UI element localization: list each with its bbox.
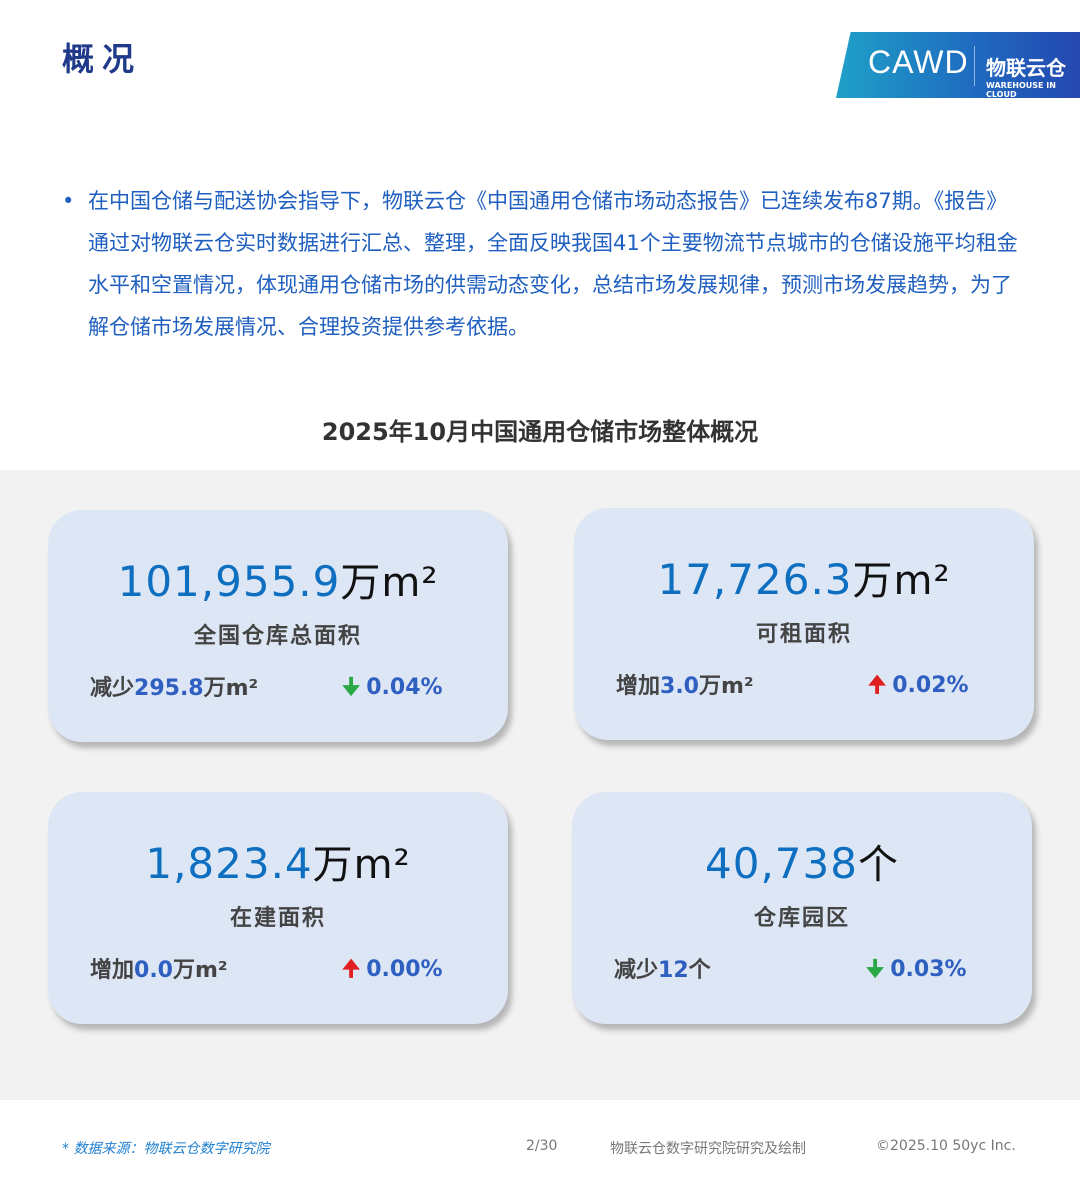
change-value: 12 [658, 958, 689, 983]
stat-number: 101,955.9 [117, 557, 341, 606]
bullet-icon: • [62, 189, 75, 213]
change-word: 减少 [614, 958, 659, 983]
logo: CAWD 物联云仓 WAREHOUSE IN CLOUD [836, 32, 1080, 98]
stat-unit: 个 [857, 842, 899, 888]
stat-unit: 万m² [312, 842, 411, 888]
stat-change: 增加0.0万m² [90, 952, 228, 984]
stat-percent: 🠋 0.03% [866, 952, 967, 990]
arrow-down-icon: 🠋 [342, 675, 361, 700]
change-unit: 万m² [173, 958, 228, 983]
change-word: 增加 [90, 958, 135, 983]
stat-number: 17,726.3 [657, 555, 853, 604]
logo-brand: 物联云仓 [986, 56, 1066, 80]
stat-unit: 万m² [340, 560, 439, 606]
stat-card: 40,738个 仓库园区 减少12个 🠋 0.03% [572, 792, 1032, 1024]
stat-label: 在建面积 [229, 906, 326, 931]
stat-percent: 🠋 0.04% [342, 670, 443, 708]
page-number: 2/30 [526, 1138, 558, 1154]
arrow-up-icon: 🠉 [342, 957, 361, 982]
stat-percent: 🠉 0.00% [342, 952, 443, 990]
percent-value: 0.03% [890, 957, 967, 982]
logo-divider [974, 46, 975, 86]
stat-unit: 万m² [852, 558, 951, 604]
change-word: 减少 [90, 676, 135, 701]
stat-value: 101,955.9万m² [48, 550, 508, 608]
stat-label: 可租面积 [755, 622, 852, 647]
stat-percent: 🠉 0.02% [868, 668, 969, 706]
arrow-down-icon: 🠋 [866, 957, 885, 982]
stat-change: 减少12个 [614, 952, 711, 984]
intro-text: 在中国仓储与配送协会指导下，物联云仓《中国通用仓储市场动态报告》已连续发布87期… [88, 189, 1018, 339]
stat-label: 仓库园区 [753, 906, 850, 931]
stat-number: 40,738 [705, 839, 858, 888]
stat-label: 全国仓库总面积 [193, 624, 362, 649]
stat-value: 40,738个 [572, 832, 1032, 890]
copyright: ©2025.10 50yc Inc. [876, 1138, 1016, 1154]
stat-card: 1,823.4万m² 在建面积 增加0.0万m² 🠉 0.00% [48, 792, 508, 1024]
change-unit: 万m² [699, 674, 754, 699]
intro-paragraph: • 在中国仓储与配送协会指导下，物联云仓《中国通用仓储市场动态报告》已连续发布8… [62, 180, 1022, 348]
stat-value: 17,726.3万m² [574, 548, 1034, 606]
logo-brand-en: WAREHOUSE IN CLOUD [986, 81, 1056, 99]
data-source: * 数据来源：物联云仓数字研究院 [62, 1141, 270, 1157]
change-value: 3.0 [660, 674, 699, 699]
stat-number: 1,823.4 [145, 839, 313, 888]
page-title: 概况 [62, 40, 143, 78]
section-title: 2025年10月中国通用仓储市场整体概况 [321, 418, 759, 446]
change-value: 295.8 [134, 676, 204, 701]
percent-value: 0.02% [892, 673, 969, 698]
credit: 物联云仓数字研究院研究及绘制 [610, 1141, 806, 1157]
arrow-up-icon: 🠉 [868, 673, 887, 698]
stat-card: 17,726.3万m² 可租面积 增加3.0万m² 🠉 0.02% [574, 508, 1034, 740]
change-value: 0.0 [134, 958, 173, 983]
stat-change: 减少295.8万m² [90, 670, 258, 702]
percent-value: 0.04% [366, 675, 443, 700]
stat-change: 增加3.0万m² [616, 668, 754, 700]
percent-value: 0.00% [366, 957, 443, 982]
stat-card: 101,955.9万m² 全国仓库总面积 减少295.8万m² 🠋 0.04% [48, 510, 508, 742]
stat-value: 1,823.4万m² [48, 832, 508, 890]
change-word: 增加 [616, 674, 661, 699]
change-unit: 万m² [203, 676, 259, 701]
change-unit: 个 [688, 958, 711, 983]
logo-cawd: CAWD [868, 44, 969, 80]
